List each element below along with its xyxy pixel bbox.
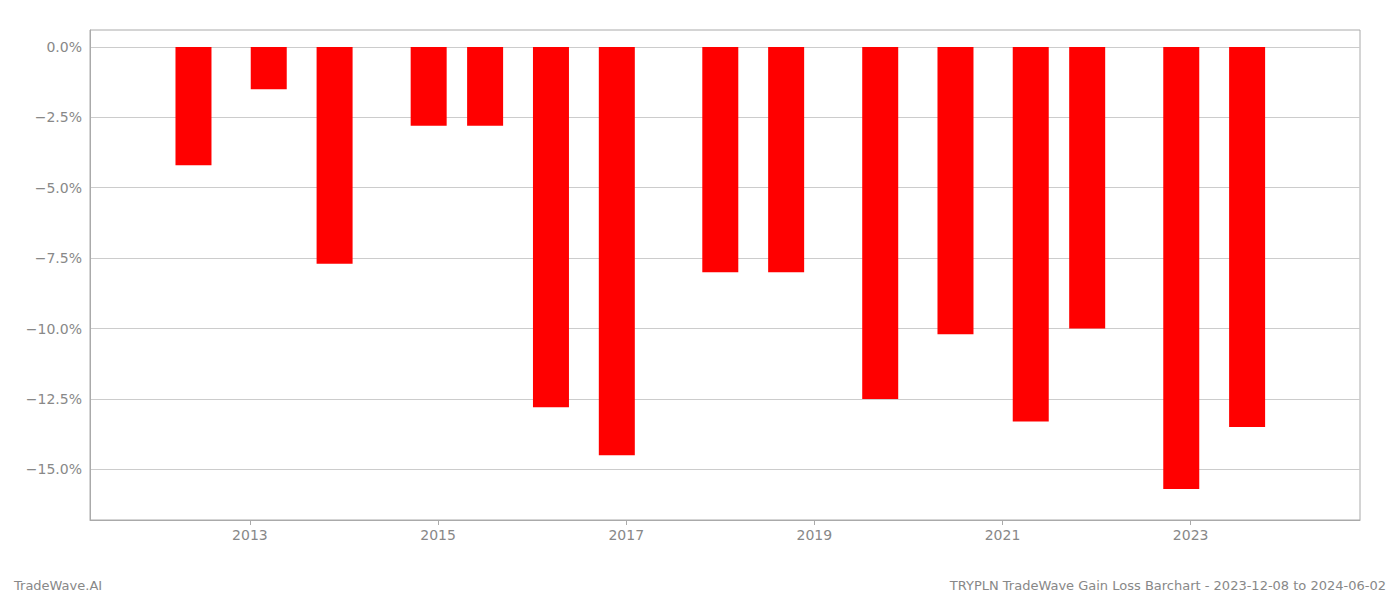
svg-text:−12.5%: −12.5% — [26, 391, 82, 407]
svg-text:0.0%: 0.0% — [46, 39, 82, 55]
svg-text:2021: 2021 — [985, 527, 1021, 543]
svg-text:2017: 2017 — [608, 527, 644, 543]
svg-text:−7.5%: −7.5% — [35, 250, 82, 266]
svg-text:−5.0%: −5.0% — [35, 180, 82, 196]
svg-text:2019: 2019 — [797, 527, 833, 543]
svg-text:2023: 2023 — [1173, 527, 1209, 543]
svg-text:−2.5%: −2.5% — [35, 109, 82, 125]
svg-text:−15.0%: −15.0% — [26, 461, 82, 477]
svg-text:TRYPLN TradeWave Gain Loss Bar: TRYPLN TradeWave Gain Loss Barchart - 20… — [949, 578, 1386, 593]
svg-text:2015: 2015 — [420, 527, 456, 543]
svg-text:2013: 2013 — [232, 527, 268, 543]
svg-text:TradeWave.AI: TradeWave.AI — [13, 578, 102, 593]
svg-text:−10.0%: −10.0% — [26, 321, 82, 337]
